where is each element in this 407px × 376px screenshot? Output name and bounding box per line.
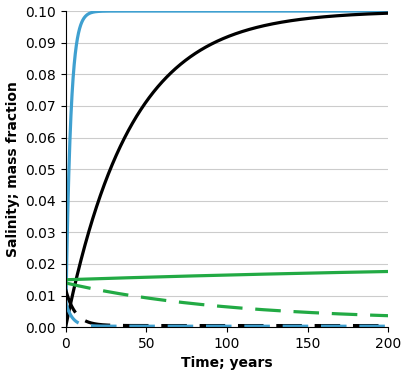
- Y-axis label: Salinity; mass fraction: Salinity; mass fraction: [6, 81, 20, 257]
- X-axis label: Time; years: Time; years: [181, 356, 273, 370]
